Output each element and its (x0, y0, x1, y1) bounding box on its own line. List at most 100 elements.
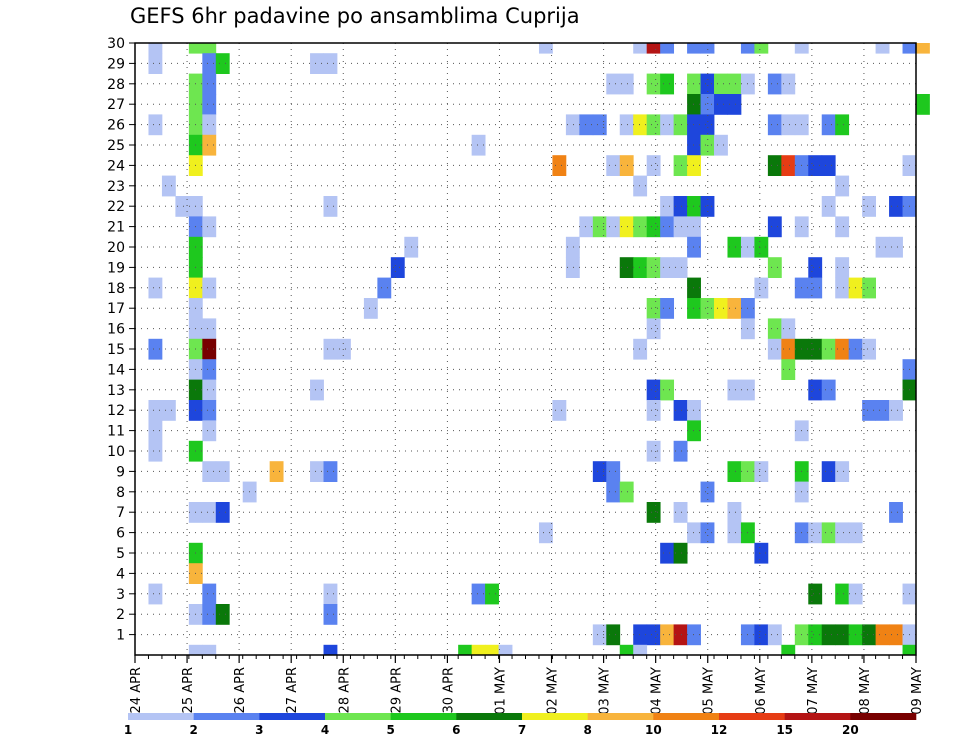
x-tick-label: 28 APR (337, 667, 352, 713)
heat-cell (565, 236, 580, 258)
colorbar-swatch (522, 713, 588, 720)
x-axis: 24 APR 25 APR 26 APR 27 APR 28 APR 29 APR 30 A… (129, 655, 925, 715)
x-tick-label: 05 MAY (702, 667, 717, 715)
heat-cell (619, 216, 634, 238)
x-tick-label: 27 APR (285, 667, 300, 713)
heat-cell (754, 624, 769, 646)
y-tick-label: 1 (116, 628, 125, 644)
heat-cell (565, 257, 580, 278)
colorbar-swatch (653, 713, 720, 720)
heat-cell (714, 94, 728, 115)
heat-cell (889, 236, 903, 258)
heat-cell (148, 43, 163, 54)
heat-cell (835, 583, 850, 605)
heat-cell (673, 624, 688, 646)
heat-cell (660, 624, 675, 646)
heat-cell (673, 502, 688, 523)
heat-cell (660, 216, 675, 238)
colorbar-label: 4 (321, 723, 329, 737)
heat-cell (323, 583, 338, 605)
heat-cell (592, 114, 607, 136)
heat-cell (700, 196, 715, 217)
y-tick-label: 22 (107, 199, 125, 215)
colorbar-swatch (193, 713, 260, 720)
heat-cell (673, 400, 688, 421)
y-tick-label: 16 (107, 322, 125, 338)
heat-cell (310, 461, 324, 482)
heat-cell (687, 522, 701, 544)
heat-cell (754, 542, 769, 564)
heat-cell (202, 461, 217, 482)
heat-cell (687, 277, 701, 299)
heat-cell (202, 318, 217, 340)
y-tick-label: 3 (116, 587, 125, 603)
y-tick-label: 8 (116, 485, 125, 501)
heat-cell (202, 583, 217, 605)
heat-cell (835, 624, 850, 646)
heat-cell (700, 298, 715, 319)
heat-cell (754, 461, 769, 482)
heat-cell (902, 43, 917, 54)
heat-cell (916, 94, 930, 115)
colorbar-label: 10 (645, 723, 662, 737)
y-tick-label: 25 (107, 138, 125, 154)
heat-cell (875, 236, 890, 258)
colorbar-swatch (456, 713, 523, 720)
heat-cell (687, 134, 701, 156)
heat-cell (390, 257, 405, 278)
heat-cell (148, 114, 163, 136)
heat-cell (646, 624, 661, 646)
colorbar-swatch (128, 713, 194, 720)
heat-cell (727, 379, 742, 401)
y-tick-label: 26 (107, 118, 125, 134)
heat-cell (700, 73, 715, 95)
heat-cell (485, 583, 499, 605)
heat-cell (202, 216, 217, 238)
heat-cell (202, 114, 217, 136)
y-axis: 1234567891011121314151617181920212223242… (107, 36, 135, 644)
heat-cell (175, 196, 190, 217)
heat-cell (660, 73, 675, 95)
heat-cell (619, 644, 634, 656)
heat-cell (485, 644, 499, 656)
heat-cell (727, 522, 742, 544)
heat-cell (781, 73, 796, 95)
colorbar-label: 1 (124, 723, 132, 737)
heat-cell (646, 216, 661, 238)
heat-cell (646, 400, 661, 421)
heat-cell (633, 624, 648, 646)
heat-cell (781, 359, 796, 380)
heat-cell (754, 277, 769, 299)
x-tick-label: 06 MAY (754, 667, 769, 715)
heat-cell (592, 624, 607, 646)
colorbar-label: 3 (255, 723, 263, 737)
heat-cell (673, 155, 688, 176)
heat-cell (687, 400, 701, 421)
heat-cell (215, 604, 230, 625)
heat-cell (606, 155, 621, 176)
heat-cell (202, 53, 217, 74)
heat-cell (862, 277, 877, 299)
heat-cell (161, 175, 176, 197)
heat-cell (754, 236, 769, 258)
x-tick-label: 29 APR (389, 667, 404, 713)
heat-cell (202, 338, 217, 360)
y-tick-label: 30 (107, 36, 125, 52)
heat-cell (188, 644, 203, 656)
heat-cell (646, 440, 661, 462)
heat-cell (633, 257, 648, 278)
heat-cell (323, 604, 338, 625)
y-tick-label: 12 (107, 403, 125, 419)
heat-cell (767, 624, 782, 646)
heat-cell (646, 73, 661, 95)
heat-cell (606, 461, 621, 482)
heat-cell (767, 338, 782, 360)
y-tick-label: 5 (116, 546, 125, 562)
heat-cell (687, 298, 701, 319)
heat-cell (471, 583, 486, 605)
heat-cell (767, 216, 782, 238)
heat-cell (148, 400, 163, 421)
heat-cell (646, 379, 661, 401)
colorbar-swatch (850, 713, 917, 720)
